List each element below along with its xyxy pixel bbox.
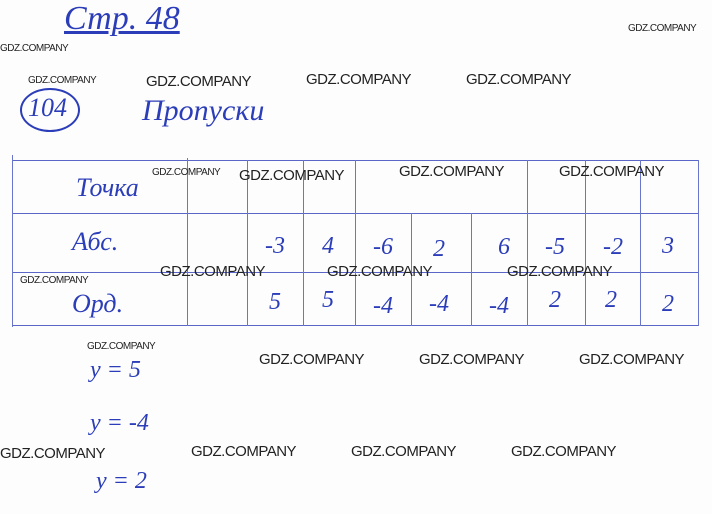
watermark: GDZ.COMPANY <box>507 263 613 280</box>
ordinate-cell: -4 <box>373 293 393 319</box>
watermark: GDZ.COMPANY <box>152 167 221 178</box>
ordinate-cell: 2 <box>662 291 674 317</box>
watermark: GDZ.COMPANY <box>511 443 617 460</box>
watermark: GDZ.COMPANY <box>559 163 665 180</box>
ordinate-cell: 2 <box>605 287 617 313</box>
watermark: GDZ.COMPANY <box>419 351 525 368</box>
ordinate-cell: 5 <box>322 287 334 313</box>
watermark: GDZ.COMPANY <box>160 263 266 280</box>
watermark: GDZ.COMPANY <box>466 71 572 88</box>
abscissa-cell: 2 <box>433 236 445 262</box>
answer-line: y = -4 <box>90 410 149 436</box>
task-number: 104 <box>28 93 67 122</box>
answer-line: y = 2 <box>96 468 147 494</box>
watermark: GDZ.COMPANY <box>0 445 106 462</box>
answer-line: y = 5 <box>90 357 141 383</box>
watermark: GDZ.COMPANY <box>399 163 505 180</box>
ordinate-cell: -4 <box>489 293 509 319</box>
watermark: GDZ.COMPANY <box>327 263 433 280</box>
task-title: Пропуски <box>142 94 265 127</box>
abscissa-cell: -6 <box>373 234 393 260</box>
watermark: GDZ.COMPANY <box>259 351 365 368</box>
row-label-point: Точка <box>76 173 139 202</box>
watermark: GDZ.COMPANY <box>87 341 156 352</box>
abscissa-cell: 4 <box>322 233 334 259</box>
watermark: GDZ.COMPANY <box>20 275 89 286</box>
watermark: GDZ.COMPANY <box>351 443 457 460</box>
ordinate-cell: 2 <box>549 287 561 313</box>
watermark: GDZ.COMPANY <box>28 75 97 86</box>
row-label-abscissa: Абс. <box>72 227 119 256</box>
task-number-circle <box>20 88 80 132</box>
watermark: GDZ.COMPANY <box>191 443 297 460</box>
abscissa-cell: 6 <box>498 234 510 260</box>
abscissa-cell: -5 <box>545 234 565 260</box>
abscissa-cell: -2 <box>603 234 623 260</box>
ordinate-cell: -4 <box>429 291 449 317</box>
row-label-ordinate: Орд. <box>72 289 124 318</box>
page-reference: Стр. 48 <box>64 0 180 37</box>
watermark: GDZ.COMPANY <box>306 71 412 88</box>
watermark: GDZ.COMPANY <box>628 23 697 34</box>
watermark: GDZ.COMPANY <box>239 167 345 184</box>
ordinate-cell: 5 <box>269 289 281 315</box>
abscissa-cell: -3 <box>265 233 285 259</box>
watermark: GDZ.COMPANY <box>579 351 685 368</box>
abscissa-cell: 3 <box>662 233 674 259</box>
watermark: GDZ.COMPANY <box>146 73 252 90</box>
watermark: GDZ.COMPANY <box>0 43 69 54</box>
